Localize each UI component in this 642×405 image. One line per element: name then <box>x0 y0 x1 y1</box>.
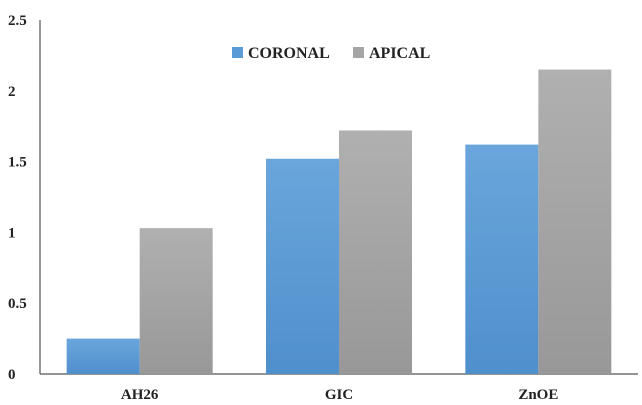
y-tick-label: 2 <box>8 84 16 100</box>
bar-apical-gic <box>339 130 412 374</box>
y-tick-labels: 0 0.5 1 1.5 2 2.5 <box>8 13 27 383</box>
legend-swatch-coronal <box>232 47 243 58</box>
x-tick-labels: AH26 GIC ZnOE <box>121 387 558 403</box>
legend-swatch-apical <box>353 47 364 58</box>
x-tick-label: GIC <box>325 387 353 403</box>
bar-coronal-znoe <box>465 144 539 374</box>
legend-label-apical: APICAL <box>369 45 430 62</box>
y-axis: 0 0.5 1 1.5 2 2.5 <box>8 13 41 383</box>
bar-coronal-gic <box>266 158 339 374</box>
bar-apical-ah26 <box>139 228 213 374</box>
y-tick-label: 0.5 <box>8 296 27 312</box>
y-tick-label: 1 <box>8 225 16 241</box>
x-tick-label: AH26 <box>121 387 159 403</box>
x-axis: AH26 GIC ZnOE <box>40 373 638 403</box>
bars <box>66 69 612 374</box>
y-tick-label: 0 <box>8 367 16 383</box>
y-tick-label: 1.5 <box>8 155 27 171</box>
bar-apical-znoe <box>538 69 612 374</box>
bar-coronal-ah26 <box>66 338 140 374</box>
y-tick-label: 2.5 <box>8 13 27 29</box>
legend-label-coronal: CORONAL <box>248 45 330 62</box>
x-tick-label: ZnOE <box>518 387 558 403</box>
legend: CORONAL APICAL <box>232 45 430 62</box>
